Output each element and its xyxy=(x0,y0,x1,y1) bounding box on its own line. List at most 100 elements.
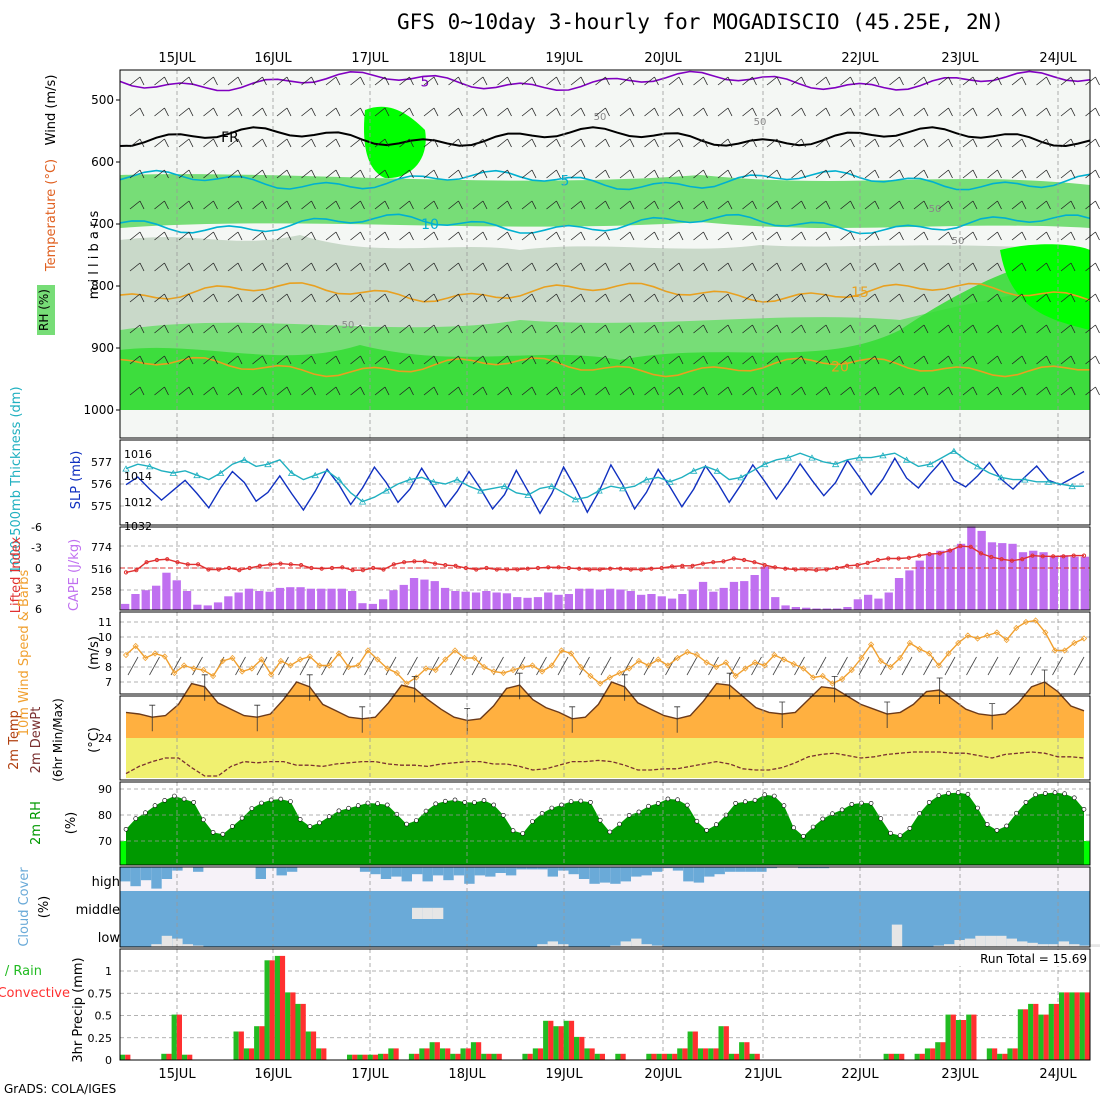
cape-bar xyxy=(544,592,553,610)
precip-convective-bar xyxy=(548,1020,554,1060)
cloud-high-bar xyxy=(631,867,642,877)
wind-barb xyxy=(154,293,169,303)
cloud-low-bar xyxy=(985,935,997,947)
wind-barb xyxy=(668,138,684,148)
wind-barb xyxy=(448,262,463,272)
wind-barb xyxy=(962,324,978,334)
wind-barb xyxy=(546,231,561,241)
precip-total-bar xyxy=(615,1053,621,1060)
wind-barb xyxy=(154,324,169,334)
thickness-point xyxy=(1021,476,1029,483)
wind-barb xyxy=(154,107,169,117)
slp-tick: 1016 xyxy=(124,448,152,461)
wind-barb xyxy=(276,107,292,117)
lifted-index-point xyxy=(165,557,170,562)
wind-barb xyxy=(595,76,610,86)
rh2m-point xyxy=(1004,823,1009,829)
cloud-low-bar xyxy=(1027,942,1038,947)
wind-barb xyxy=(717,138,733,148)
wind-barb xyxy=(938,386,953,396)
cloud-panel xyxy=(119,866,1091,948)
wind-barb xyxy=(889,262,904,272)
wind-barb xyxy=(399,262,414,272)
rh2m-point xyxy=(520,831,526,836)
temp-tick: 24 xyxy=(98,732,112,745)
rh2m-point xyxy=(355,803,361,808)
wind-barb xyxy=(693,107,708,117)
precip-convective-bar xyxy=(1053,1003,1060,1060)
lifted-index-point xyxy=(329,565,335,571)
wind-barb xyxy=(325,169,341,179)
wind10-point xyxy=(664,662,671,669)
lifted-index-point xyxy=(948,548,953,553)
rh2m-point xyxy=(375,801,380,806)
rh2m-point xyxy=(926,799,932,805)
wind-barb xyxy=(815,76,831,86)
rh2m-point xyxy=(975,805,980,811)
wind-tick: 8 xyxy=(105,661,112,674)
lifted-index-point xyxy=(906,555,912,560)
cloud-unit-label: (%) xyxy=(37,896,52,919)
rh2m-point xyxy=(404,821,409,827)
wind-barb xyxy=(619,107,635,117)
lifted-index-point xyxy=(917,553,922,558)
rh2m-axis-label: 2m RH xyxy=(29,801,44,845)
wind-barb-10m xyxy=(966,656,977,676)
wind-barb xyxy=(252,293,267,303)
rh2m-point xyxy=(1033,792,1038,798)
cape-bar xyxy=(626,591,635,610)
wind-barb xyxy=(1060,324,1076,334)
rh-contour-label: 50 xyxy=(952,236,965,247)
cloud-high-bar xyxy=(818,867,830,869)
cape-bar xyxy=(1070,556,1079,610)
wind-barb xyxy=(423,262,439,272)
cape-bar xyxy=(358,603,367,610)
lifted-index-point xyxy=(391,562,396,567)
lifted-index-point xyxy=(1030,553,1035,558)
rh2m-point xyxy=(839,807,845,813)
wind10-point xyxy=(955,639,962,647)
lifted-index-point xyxy=(1040,554,1045,559)
precip-convective-bar xyxy=(713,1048,719,1060)
precip-tick: 0 xyxy=(105,1054,112,1067)
wind-barb xyxy=(497,169,512,179)
precip-convective-bar xyxy=(249,1048,255,1060)
wind-barb xyxy=(717,262,733,272)
lifted-index-point xyxy=(412,559,417,564)
cape-bar xyxy=(946,549,955,610)
wind-barb xyxy=(938,107,953,117)
cloud-high-bar xyxy=(255,867,266,879)
cloud-low-bar xyxy=(193,945,204,947)
wind-barb-10m xyxy=(1030,656,1042,676)
wind-barb xyxy=(497,262,512,272)
lifted-index-point xyxy=(1071,553,1076,558)
wind-barb xyxy=(889,138,904,148)
wind-barb xyxy=(913,355,929,365)
rh2m-point xyxy=(133,816,138,821)
cape-tick: 774 xyxy=(91,541,112,554)
wind-barb xyxy=(227,107,243,117)
lifted-index-point xyxy=(556,565,561,570)
wind-barb xyxy=(203,293,218,303)
wind10-point xyxy=(190,665,197,672)
thickness-point xyxy=(335,476,343,483)
rh2m-point xyxy=(288,799,293,804)
rh2m-point xyxy=(791,825,797,831)
wind-barb xyxy=(374,324,390,334)
thickness-tick: 575 xyxy=(91,500,112,513)
precip-total-bar xyxy=(697,1048,704,1060)
lifted-index-point xyxy=(134,568,139,573)
rh2m-point xyxy=(326,814,332,819)
precip-total-bar xyxy=(553,1026,559,1060)
wind-barb xyxy=(374,169,390,179)
y-tick-label: 1000 xyxy=(83,403,114,417)
wind-barb xyxy=(938,169,953,179)
rh2m-point xyxy=(665,796,671,802)
wind10-point xyxy=(568,650,575,657)
wind10-point xyxy=(1022,618,1030,626)
minmax-whisker xyxy=(569,706,576,733)
cape-bar xyxy=(471,592,481,610)
precip-total-bar xyxy=(966,1014,972,1060)
precip-convective-bar xyxy=(125,1054,131,1060)
rh-contour-label: 50 xyxy=(929,204,942,215)
